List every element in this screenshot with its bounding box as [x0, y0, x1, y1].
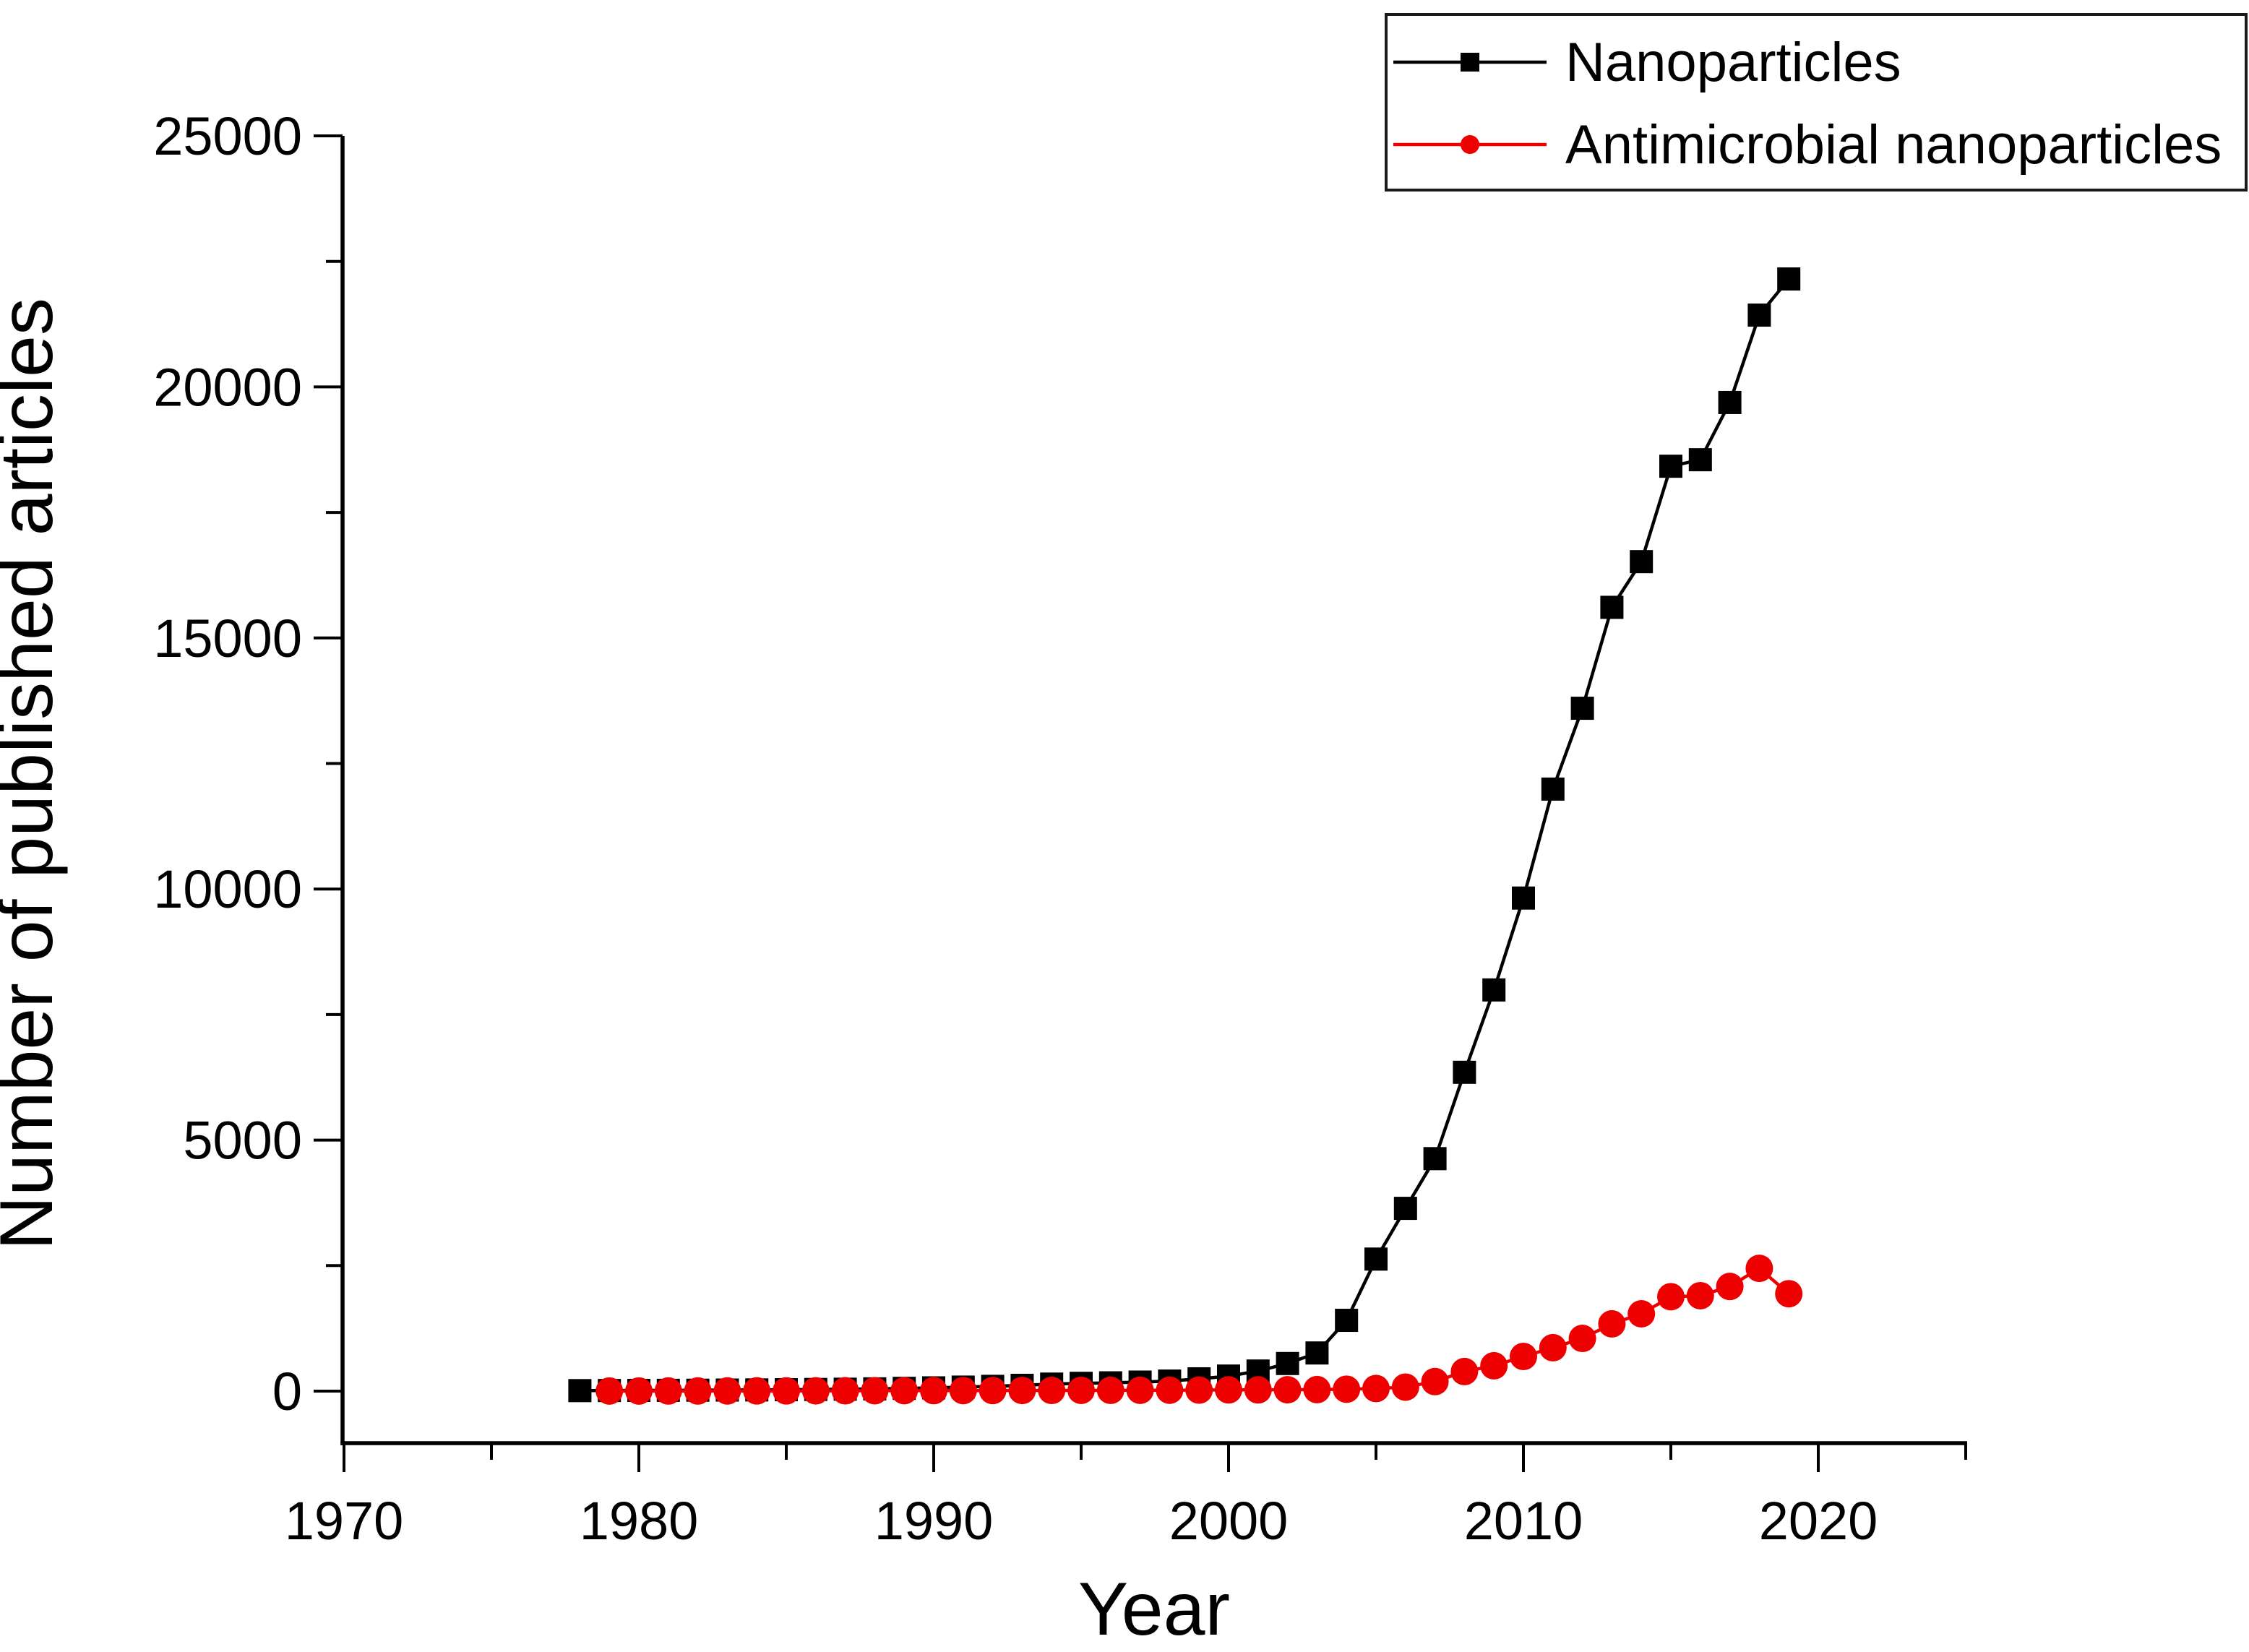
data-point-marker [1008, 1377, 1036, 1405]
x-axis-title: Year [1078, 1567, 1230, 1651]
series-antimicrobial-nanoparticles [595, 1255, 1803, 1405]
legend-entry-nanoparticles: Nanoparticles [1393, 32, 1901, 93]
data-point-marker [1096, 1376, 1124, 1404]
data-point-marker [920, 1377, 947, 1405]
series-nanoparticles [568, 267, 1801, 1403]
data-point-marker [1541, 777, 1565, 801]
data-point-marker [1480, 1351, 1508, 1380]
data-point-marker [595, 1377, 624, 1405]
data-point-marker [1391, 1373, 1419, 1401]
data-point-marker [1362, 1374, 1390, 1403]
x-tick-label: 2010 [1464, 1491, 1583, 1551]
series-layer [568, 267, 1803, 1405]
data-point-marker [713, 1377, 741, 1405]
data-point-marker [1512, 886, 1535, 910]
data-point-marker [1421, 1367, 1449, 1395]
data-point-marker [979, 1377, 1007, 1405]
data-point-marker [1303, 1375, 1331, 1403]
data-point-marker [684, 1377, 712, 1405]
x-tick-label: 1980 [580, 1491, 699, 1551]
x-tick-label: 1990 [874, 1491, 994, 1551]
data-point-marker [1630, 550, 1654, 574]
y-tick-label: 20000 [153, 357, 302, 417]
data-point-marker [1453, 1060, 1476, 1084]
data-point-marker [1273, 1376, 1302, 1404]
x-tick-label: 2000 [1169, 1491, 1289, 1551]
data-point-marker [1305, 1341, 1329, 1365]
data-point-marker [1745, 1255, 1773, 1283]
data-point-marker [1598, 1309, 1626, 1338]
y-tick-label: 15000 [153, 608, 302, 668]
legend-label: Antimicrobial nanoparticles [1565, 114, 2222, 176]
y-tick-label: 0 [272, 1361, 302, 1421]
axes-layer: 1970 1980 1990 2000 2010 2020 0 5000 10000 15000 2… [0, 106, 1967, 1651]
data-point-marker [890, 1377, 919, 1405]
data-point-marker [1423, 1147, 1447, 1171]
legend-circle-marker-icon [1461, 135, 1479, 154]
data-point-marker [1686, 1281, 1714, 1309]
data-point-marker [1244, 1376, 1272, 1404]
legend-entry-antimicrobial-nanoparticles: Antimicrobial nanoparticles [1393, 114, 2222, 176]
data-point-marker [1156, 1376, 1184, 1404]
y-tick-label: 5000 [183, 1111, 302, 1171]
data-point-marker [1539, 1333, 1567, 1361]
data-point-marker [831, 1377, 859, 1405]
data-point-marker [1510, 1343, 1537, 1371]
data-point-marker [1335, 1309, 1359, 1333]
data-point-marker [1747, 304, 1771, 327]
data-point-marker [1775, 1280, 1803, 1308]
data-point-marker [1777, 267, 1801, 291]
y-axis-title: Number of published articles [0, 298, 69, 1250]
data-point-marker [1627, 1300, 1656, 1328]
data-point-marker [1364, 1247, 1388, 1271]
legend-layer: Nanoparticles Antimicrobial nanoparticles [1385, 13, 2248, 192]
data-point-marker [1600, 595, 1624, 619]
data-point-marker [1333, 1375, 1361, 1403]
data-point-marker [1450, 1357, 1479, 1385]
data-point-marker [1570, 697, 1594, 720]
data-point-marker [1688, 448, 1712, 472]
y-tick-label: 25000 [153, 106, 302, 166]
data-point-marker [1716, 1273, 1744, 1301]
x-tick-label: 1970 [285, 1491, 404, 1551]
series-line [580, 278, 1790, 1393]
data-point-marker [625, 1377, 653, 1405]
data-point-marker [1482, 978, 1506, 1002]
data-point-marker [1568, 1325, 1596, 1353]
data-point-marker [861, 1377, 889, 1405]
data-point-marker [1393, 1197, 1417, 1221]
data-point-marker [1126, 1376, 1154, 1404]
data-point-marker [1067, 1376, 1095, 1404]
data-point-marker [654, 1377, 682, 1405]
y-tick-label: 10000 [153, 859, 302, 919]
legend-label: Nanoparticles [1565, 32, 1901, 93]
legend-square-marker-icon [1461, 53, 1479, 72]
data-point-marker [1718, 390, 1742, 414]
data-point-marker [773, 1377, 800, 1405]
data-point-marker [1659, 455, 1682, 478]
data-point-marker [949, 1377, 977, 1405]
legend-box [1385, 13, 2248, 192]
data-point-marker [1276, 1351, 1299, 1375]
x-tick-label: 2020 [1759, 1491, 1878, 1551]
data-point-marker [1185, 1376, 1213, 1404]
data-point-marker [568, 1379, 592, 1403]
data-point-marker [1038, 1377, 1066, 1405]
data-point-marker [1657, 1283, 1685, 1311]
data-point-marker [743, 1377, 771, 1405]
data-point-marker [801, 1377, 830, 1405]
data-point-marker [1215, 1376, 1242, 1404]
